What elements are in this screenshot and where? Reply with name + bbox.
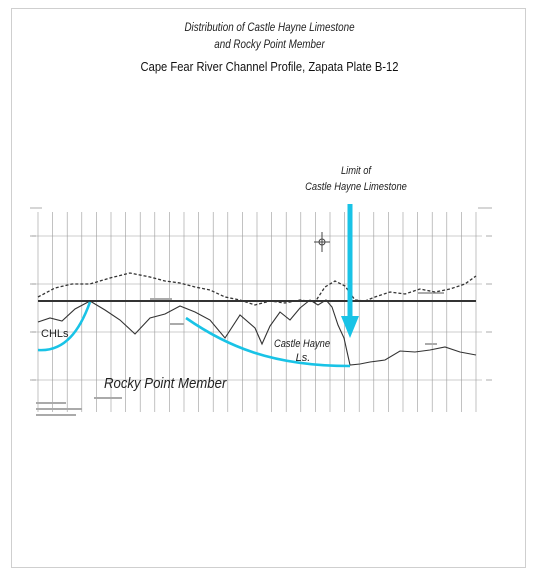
limit-label-line-1: Limit of — [341, 165, 372, 177]
small-annotation-marks — [36, 292, 444, 416]
chls-label: CHLs — [41, 328, 69, 340]
limit-label-line-2: Castle Hayne Limestone — [305, 181, 407, 193]
limit-arrow-head — [341, 316, 359, 338]
castle-hayne-label-line-2: Ls. — [296, 352, 311, 364]
north-arrow-symbol — [314, 232, 330, 252]
profile-grid — [32, 212, 482, 412]
chls-boundary-curve — [38, 302, 90, 350]
rocky-point-member-label: Rocky Point Member — [104, 374, 228, 391]
castle-hayne-label-line-1: Castle Hayne — [274, 338, 330, 350]
